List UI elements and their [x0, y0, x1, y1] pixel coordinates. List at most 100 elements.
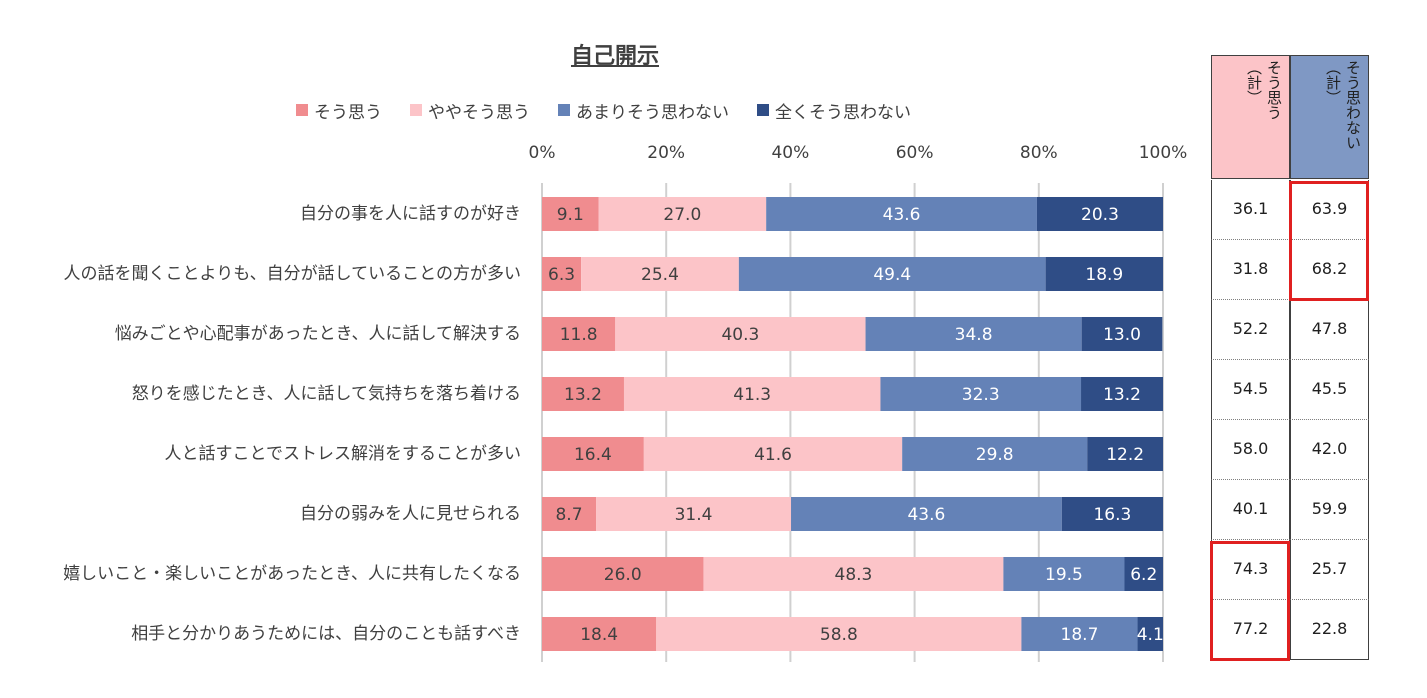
legend-item-somewhat-agree: ややそう思う — [410, 98, 530, 123]
bar-segment — [1124, 557, 1163, 591]
bar-segment — [880, 377, 1082, 411]
table-header-agree-total: そう思う （計） — [1211, 55, 1290, 179]
agree-total-cell: 40.1 — [1211, 480, 1290, 540]
legend-swatch-disagree — [757, 104, 769, 116]
category-label: 自分の弱みを人に見せられる — [300, 504, 521, 524]
bar-segment — [1081, 317, 1163, 351]
bar-segment — [791, 497, 1062, 531]
legend-swatch-somewhat-disagree — [558, 104, 570, 116]
disagree-total-cell: 47.8 — [1290, 300, 1369, 360]
bar-segment — [703, 557, 1004, 591]
data-label: 13.2 — [1103, 385, 1141, 405]
bar-segment — [542, 377, 624, 411]
data-label: 16.3 — [1093, 505, 1131, 525]
data-label: 6.2 — [1130, 565, 1157, 585]
x-tick-label: 40% — [771, 143, 810, 163]
legend-label-agree: そう思う — [314, 102, 382, 123]
disagree-total-cell: 45.5 — [1290, 360, 1369, 420]
disagree-total-cell: 59.9 — [1290, 480, 1369, 540]
disagree-total-cell: 22.8 — [1290, 600, 1369, 660]
legend-item-disagree: 全くそう思わない — [757, 98, 911, 123]
data-label: 19.5 — [1045, 565, 1083, 585]
agree-total-cell: 54.5 — [1211, 360, 1290, 420]
data-label: 49.4 — [873, 265, 911, 285]
bar-segment — [865, 317, 1082, 351]
x-tick-label: 20% — [647, 143, 686, 163]
category-label: 怒りを感じたとき、人に話して気持ちを落ち着ける — [131, 384, 521, 404]
category-label: 人と話すことでストレス解消をすることが多い — [164, 444, 522, 464]
data-label: 8.7 — [555, 505, 582, 525]
highlight-box — [1289, 181, 1369, 301]
data-label: 18.7 — [1061, 625, 1099, 645]
data-label: 20.3 — [1081, 205, 1119, 225]
bar-segment — [1137, 617, 1163, 651]
legend-item-agree: そう思う — [296, 98, 382, 123]
data-label: 41.3 — [733, 385, 771, 405]
bar-segment — [542, 557, 704, 591]
data-label: 26.0 — [604, 565, 642, 585]
bar-segment — [623, 377, 881, 411]
x-tick-label: 60% — [895, 143, 934, 163]
bar-segment — [542, 497, 597, 531]
header-disagree-line2: （計） — [1324, 60, 1342, 105]
agree-total-cell: 36.1 — [1211, 180, 1290, 240]
data-label: 6.3 — [548, 265, 575, 285]
agree-total-cell: 52.2 — [1211, 300, 1290, 360]
category-label: 人の話を聞くことよりも、自分が話していることの方が多い — [63, 264, 521, 284]
data-label: 18.9 — [1085, 265, 1123, 285]
bar-segment — [598, 197, 767, 231]
data-label: 58.8 — [820, 625, 858, 645]
disagree-total-cell: 25.7 — [1290, 540, 1369, 600]
legend-swatch-agree — [296, 104, 308, 116]
header-agree-line1: そう思う — [1265, 60, 1283, 120]
bar-segment — [542, 617, 657, 651]
data-label: 29.8 — [976, 445, 1014, 465]
data-label: 34.8 — [955, 325, 993, 345]
bar-segment — [902, 437, 1088, 471]
category-label: 悩みごとや心配事があったとき、人に話して解決する — [114, 324, 521, 344]
legend: そう思う ややそう思う あまりそう思わない 全くそう思わない — [296, 98, 939, 123]
x-tick-label: 0% — [528, 143, 556, 163]
data-label: 25.4 — [641, 265, 679, 285]
legend-swatch-somewhat-agree — [410, 104, 422, 116]
data-label: 9.1 — [557, 205, 584, 225]
bar-segment — [1061, 497, 1163, 531]
legend-item-somewhat-disagree: あまりそう思わない — [558, 98, 729, 123]
x-tick-label: 100% — [1138, 143, 1188, 163]
table-header-disagree-total: そう思わない （計） — [1290, 55, 1369, 179]
data-label: 12.2 — [1106, 445, 1144, 465]
bar-segment — [1081, 377, 1163, 411]
bar-segment — [656, 617, 1022, 651]
bar-segment — [542, 197, 599, 231]
bar-segment — [596, 497, 792, 531]
data-label: 27.0 — [663, 205, 701, 225]
data-label: 16.4 — [574, 445, 612, 465]
category-label: 自分の事を人に話すのが好き — [300, 204, 521, 224]
data-label: 48.3 — [835, 565, 873, 585]
data-label: 43.6 — [883, 205, 921, 225]
data-label: 11.8 — [560, 325, 598, 345]
data-label: 13.2 — [564, 385, 602, 405]
chart-title: 自己開示 — [570, 44, 659, 69]
disagree-total-cell: 42.0 — [1290, 420, 1369, 480]
bar-segment — [1045, 257, 1163, 291]
data-label: 43.6 — [907, 505, 945, 525]
legend-label-somewhat-disagree: あまりそう思わない — [576, 102, 729, 123]
data-label: 40.3 — [721, 325, 759, 345]
bar-segment — [542, 437, 644, 471]
highlight-box — [1210, 541, 1290, 661]
bar-segment — [1087, 437, 1163, 471]
bar-segment — [1021, 617, 1138, 651]
bar-segment — [738, 257, 1046, 291]
category-label: 相手と分かりあうためには、自分のことも話すべき — [131, 624, 521, 644]
data-label: 31.4 — [675, 505, 713, 525]
legend-label-somewhat-agree: ややそう思う — [428, 102, 530, 123]
bar-segment — [643, 437, 903, 471]
category-label: 嬉しいこと・楽しいことがあったとき、人に共有したくなる — [63, 564, 521, 584]
data-label: 18.4 — [580, 625, 618, 645]
data-label: 41.6 — [754, 445, 792, 465]
x-tick-label: 80% — [1019, 143, 1058, 163]
bar-segment — [615, 317, 866, 351]
header-disagree-line1: そう思わない — [1344, 60, 1362, 150]
